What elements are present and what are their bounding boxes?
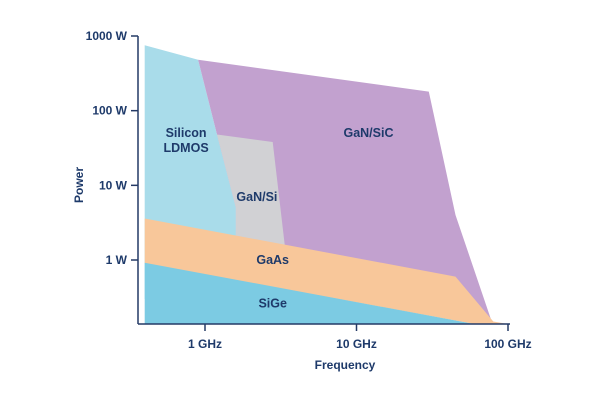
ticks-layer: 1 W 10 W 100 W 1000 W 1 GHz 10 GHz 100 GHz <box>86 29 532 351</box>
x-tick-label-1-ghz: 1 GHz <box>188 337 222 351</box>
x-tick-label-100-ghz: 100 GHz <box>484 337 531 351</box>
y-tick-label-1-w: 1 W <box>106 253 128 267</box>
y-tick-label-1000-w: 1000 W <box>86 29 128 43</box>
region-label-silicon-ldmos-line-1: Silicon <box>166 126 207 140</box>
region-label-sige: SiGe <box>258 297 287 311</box>
x-axis-title: Frequency <box>315 358 376 372</box>
region-label-gan-sic: GaN/SiC <box>343 126 393 140</box>
region-gaas <box>144 218 508 324</box>
y-tick-label-100-w: 100 W <box>92 104 127 118</box>
region-label-silicon-ldmos-line-2: LDMOS <box>164 141 209 155</box>
region-sige <box>144 262 508 324</box>
axes-layer <box>137 36 510 325</box>
x-tick-label-10-ghz: 10 GHz <box>336 337 377 351</box>
y-axis-title: Power <box>72 167 86 203</box>
region-label-gan-si: GaN/Si <box>236 190 277 204</box>
y-tick-label-10-w: 10 W <box>99 178 128 192</box>
regions-layer <box>144 45 508 324</box>
region-label-gaas: GaAs <box>256 253 289 267</box>
